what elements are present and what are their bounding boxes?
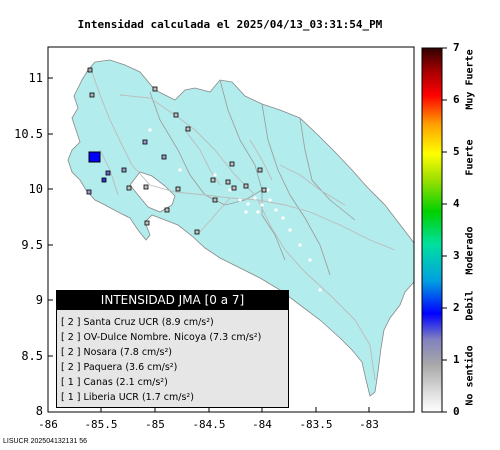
- urban-centers: [148, 128, 322, 292]
- colorbar-tick-label: 3: [453, 249, 460, 262]
- y-tick-label: 9.5: [21, 238, 43, 252]
- x-tick-label: -85: [145, 418, 165, 431]
- colorbar-label-fuerte: Fuerte: [464, 139, 476, 176]
- legend-value: (2.1 cm/s²): [115, 377, 168, 388]
- x-tick-label: -83.5: [299, 418, 333, 431]
- x-tick-label: -86: [38, 418, 58, 431]
- colorbar-tick-label: 1: [453, 353, 460, 366]
- y-tick-label: 10.5: [14, 127, 43, 141]
- epicenter-marker: [88, 151, 101, 163]
- legend-intensity: [ 1 ]: [61, 392, 81, 403]
- legend-value: (7.3 cm/s²): [209, 332, 262, 343]
- colorbar-tick-label: 6: [453, 93, 460, 106]
- legend-intensity: [ 1 ]: [61, 377, 81, 388]
- station-markers: [86, 67, 267, 235]
- intensity-legend: INTENSIDAD JMA [0 a 7] [ 2 ] Santa Cruz …: [56, 290, 289, 408]
- legend-value: (1.7 cm/s²): [141, 392, 194, 403]
- legend-row: [ 2 ] Santa Cruz UCR (8.9 cm/s²): [61, 317, 214, 328]
- costa-rica-landmass: [67, 59, 415, 397]
- axis-tick-marks: [48, 77, 370, 412]
- colorbar-ticks: [442, 47, 447, 413]
- legend-row: [ 2 ] OV-Dulce Nombre. Nicoya (7.3 cm/s²…: [61, 332, 261, 343]
- colorbar-tick-label: 5: [453, 145, 460, 158]
- legend-value: (8.9 cm/s²): [161, 317, 214, 328]
- colorbar-tick-label: 7: [453, 41, 460, 54]
- colorbar: [421, 47, 443, 413]
- colorbar-tick-label: 0: [453, 405, 460, 418]
- legend-value: (7.8 cm/s²): [119, 347, 172, 358]
- x-tick-label: -85.5: [84, 418, 118, 431]
- colorbar-label-no-sentido: No sentido: [464, 345, 476, 406]
- colorbar-label-debil: Debil: [464, 290, 476, 321]
- legend-station: Santa Cruz UCR: [83, 317, 159, 328]
- legend-station: OV-Dulce Nombre. Nicoya: [83, 332, 207, 343]
- legend-station: Canas: [83, 377, 113, 388]
- colorbar-tick-label: 4: [453, 197, 460, 210]
- y-tick-label: 9: [35, 293, 43, 307]
- legend-value: (3.6 cm/s²): [125, 362, 178, 373]
- y-tick-label: 8.5: [21, 349, 43, 363]
- y-tick-label: 11: [28, 71, 43, 85]
- x-tick-label: -84.5: [192, 418, 226, 431]
- map-title: Intensidad calculada el 2025/04/13_03:31…: [77, 18, 383, 31]
- legend-station: Paquera: [83, 362, 123, 373]
- legend-intensity: [ 2 ]: [61, 332, 81, 343]
- legend-intensity: [ 2 ]: [61, 362, 81, 373]
- x-tick-label: -84: [252, 418, 272, 431]
- legend-title: INTENSIDAD JMA [0 a 7]: [57, 291, 288, 310]
- y-tick-label: 8: [35, 404, 43, 418]
- legend-intensity: [ 2 ]: [61, 317, 81, 328]
- legend-row: [ 1 ] Canas (2.1 cm/s²): [61, 377, 168, 388]
- legend-row: [ 2 ] Paquera (3.6 cm/s²): [61, 362, 177, 373]
- legend-intensity: [ 2 ]: [61, 347, 81, 358]
- map-frame: [47, 46, 415, 413]
- road-network: [91, 71, 396, 381]
- colorbar-label-muy-fuerte: Muy Fuerte: [464, 49, 476, 110]
- legend-row: [ 1 ] Liberia UCR (1.7 cm/s²): [61, 392, 194, 403]
- legend-station: Liberia UCR: [83, 392, 139, 403]
- legend-row: [ 2 ] Nosara (7.8 cm/s²): [61, 347, 172, 358]
- colorbar-label-moderado: Moderado: [464, 226, 476, 275]
- footer-timestamp: LISUCR 202504132131 56: [3, 438, 88, 445]
- y-tick-label: 10: [28, 182, 43, 196]
- colorbar-tick-label: 2: [453, 301, 460, 314]
- x-tick-label: -83: [359, 418, 379, 431]
- legend-station: Nosara: [83, 347, 117, 358]
